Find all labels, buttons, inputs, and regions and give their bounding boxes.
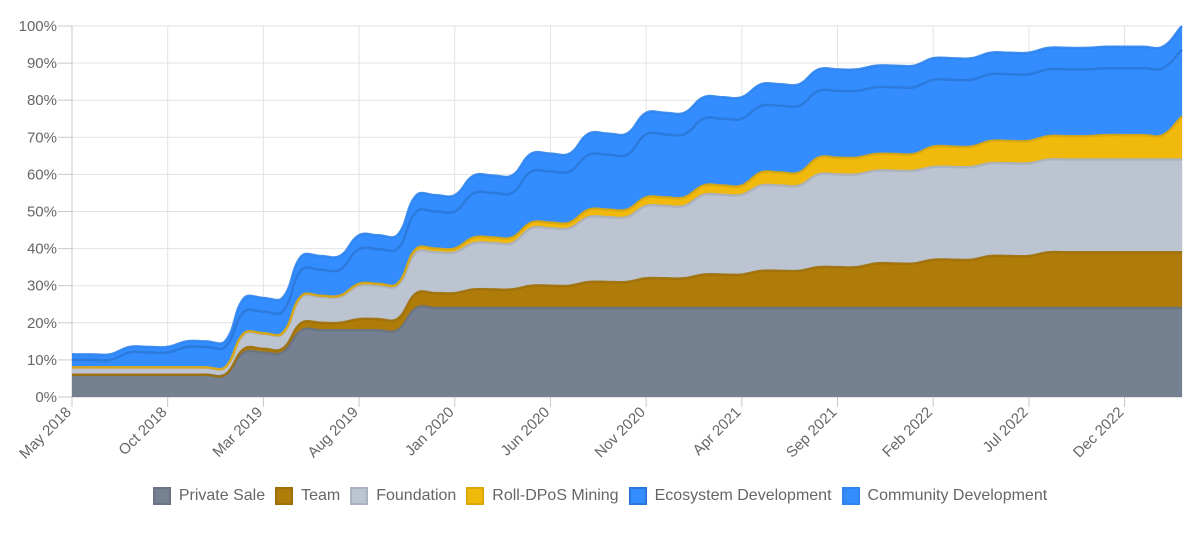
y-tick-label: 100%: [19, 18, 57, 35]
line-roll-dpos-mining: [72, 115, 1183, 371]
legend-label: Team: [301, 487, 341, 504]
legend-label: Foundation: [376, 487, 457, 504]
y-tick-label: 10%: [27, 352, 57, 369]
line-ecosystem-development: [72, 48, 1183, 362]
legend-swatch: [275, 487, 294, 505]
line-community-development: [71, 25, 1183, 357]
legend-item-private-sale[interactable]: Private Sale: [152, 487, 266, 505]
y-tick-label: 50%: [27, 204, 57, 221]
legend-swatch: [628, 487, 647, 505]
areas: [71, 25, 1183, 398]
x-tick-label: Oct 2018: [115, 404, 170, 459]
legend-label: Community Development: [867, 487, 1048, 504]
x-tick-label: Nov 2020: [592, 404, 649, 461]
x-tick-label: Feb 2022: [879, 404, 936, 461]
legend: Private Sale Team Foundation Roll-DPoS Mini…: [0, 487, 1200, 505]
x-tick-label: May 2018: [16, 404, 75, 463]
line-team: [72, 250, 1182, 378]
x-tick-label: Aug 2019: [304, 404, 361, 461]
legend-item-community-development[interactable]: Community Development: [841, 487, 1048, 505]
x-tick-label: Sep 2021: [783, 404, 840, 461]
x-tick-label: Jun 2020: [498, 404, 554, 460]
x-tick-label: Jul 2022: [980, 404, 1032, 456]
x-tick-label: Apr 2021: [690, 404, 745, 459]
legend-item-foundation[interactable]: Foundation: [350, 487, 456, 505]
y-tick-label: 90%: [27, 55, 57, 72]
legend-swatch: [350, 487, 369, 505]
y-tick-label: 70%: [27, 129, 57, 146]
legend-swatch: [466, 487, 485, 505]
x-tick-label: Jan 2020: [402, 404, 458, 460]
line-private-sale: [72, 305, 1182, 378]
y-tick-label: 0%: [35, 389, 57, 406]
legend-label: Private Sale: [178, 487, 266, 504]
x-tick-label: Mar 2019: [209, 404, 266, 461]
y-tick-label: 20%: [27, 315, 57, 332]
legend-label: Ecosystem Development: [654, 487, 832, 504]
y-tick-label: 60%: [27, 166, 57, 183]
y-tick-label: 40%: [27, 241, 57, 258]
area-private-sale: [72, 306, 1182, 397]
legend-swatch: [152, 487, 171, 505]
y-tick-label: 80%: [27, 92, 57, 109]
legend-item-ecosystem-development[interactable]: Ecosystem Development: [628, 487, 832, 505]
y-tick-label: 30%: [27, 278, 57, 295]
legend-item-roll-dpos-mining[interactable]: Roll-DPoS Mining: [466, 487, 619, 505]
legend-item-team[interactable]: Team: [275, 487, 340, 505]
legend-label: Roll-DPoS Mining: [492, 487, 619, 504]
x-tick-label: Dec 2022: [1070, 404, 1127, 461]
legend-swatch: [841, 487, 860, 505]
